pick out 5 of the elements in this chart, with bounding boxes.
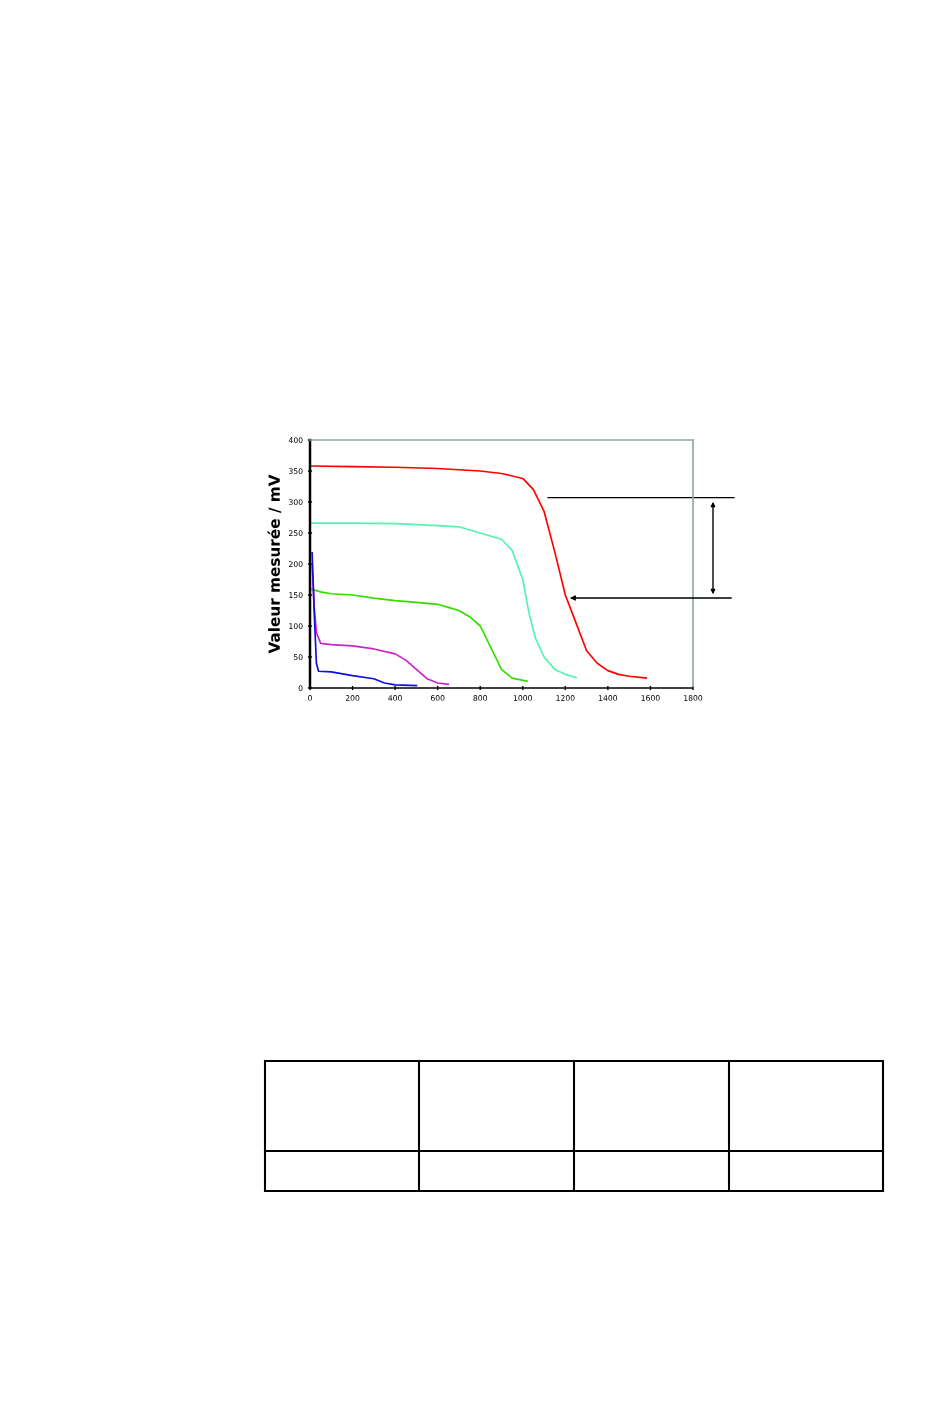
line-series: [310, 587, 528, 683]
line-series: [310, 522, 577, 679]
line-series: [311, 552, 418, 687]
line-series: [310, 465, 648, 679]
y-axis-title: Valeur mesurée / mV: [267, 474, 282, 654]
